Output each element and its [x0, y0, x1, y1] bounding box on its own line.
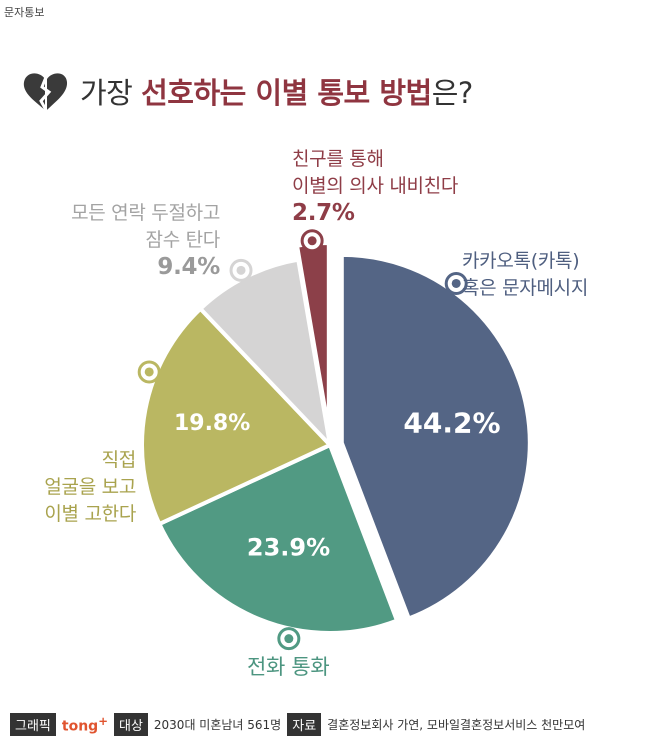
- brand-sup: +: [98, 714, 108, 729]
- pie-slice: [339, 252, 532, 622]
- title-accent: 선호하는 이별 통보 방법: [141, 76, 432, 110]
- label-kakao-line1: 카카오톡(카톡): [462, 250, 580, 272]
- label-friend-line2: 이별의 의사 내비친다: [292, 175, 459, 197]
- connector-dot: [137, 360, 161, 384]
- connector-dot: [300, 229, 324, 253]
- connector-dot: [229, 258, 253, 282]
- label-direct-line2: 얼굴을 보고: [44, 476, 136, 498]
- pie-slice: [156, 442, 400, 635]
- label-kakao: 카카오톡(카톡) 혹은 문자메시지: [462, 248, 588, 302]
- footer-brand: tong+: [62, 714, 108, 735]
- label-friend-line1: 친구를 통해: [292, 148, 384, 170]
- footer-target-text: 2030대 미혼남녀 561명: [153, 718, 282, 732]
- label-ghost-line2: 잠수 탄다: [145, 229, 221, 251]
- page-title: 가장 선호하는 이별 통보 방법은?: [80, 70, 473, 112]
- footer-graphic-tag: 그래픽: [10, 713, 56, 736]
- pie-slice: [140, 305, 334, 527]
- slice-value-label: 19.8%: [174, 411, 250, 436]
- pie-chart: 44.2% 23.9% 19.8%: [137, 229, 532, 651]
- slice-value-label: 44.2%: [403, 406, 500, 439]
- label-direct-line3: 이별 고한다: [44, 503, 136, 525]
- title-prefix: 가장: [80, 76, 142, 110]
- footer: 그래픽 tong+ 대상 2030대 미혼남녀 561명 자료 결혼정보회사 가…: [10, 713, 585, 736]
- title-row: 가장 선호하는 이별 통보 방법은?: [22, 70, 473, 112]
- label-phone: 전화 통화: [247, 654, 330, 681]
- label-friend: 친구를 통해 이별의 의사 내비친다 2.7%: [292, 146, 458, 227]
- label-direct-line1: 직접: [101, 449, 137, 471]
- footer-source-text: 결혼정보회사 가연, 모바일결혼정보서비스 천만모여: [327, 718, 586, 732]
- connector-dot: [444, 271, 468, 295]
- footer-target-tag: 대상: [113, 713, 148, 736]
- slice-value-label: 23.9%: [247, 533, 330, 561]
- top-tag: 문자통보: [4, 6, 45, 19]
- label-ghost: 모든 연락 두절하고 잠수 탄다 9.4%: [24, 200, 220, 281]
- title-suffix: 은?: [431, 76, 474, 110]
- label-phone-line1: 전화 통화: [247, 655, 330, 679]
- label-friend-pct: 2.7%: [292, 200, 355, 226]
- label-direct: 직접 얼굴을 보고 이별 고한다: [14, 447, 136, 528]
- connector-dot: [277, 627, 301, 651]
- label-ghost-line1: 모든 연락 두절하고: [71, 202, 220, 224]
- footer-source-tag: 자료: [287, 713, 322, 736]
- broken-heart-icon: [23, 73, 68, 111]
- label-kakao-line2: 혹은 문자메시지: [462, 277, 589, 299]
- brand-name: tong: [61, 718, 99, 735]
- label-ghost-pct: 9.4%: [157, 254, 220, 280]
